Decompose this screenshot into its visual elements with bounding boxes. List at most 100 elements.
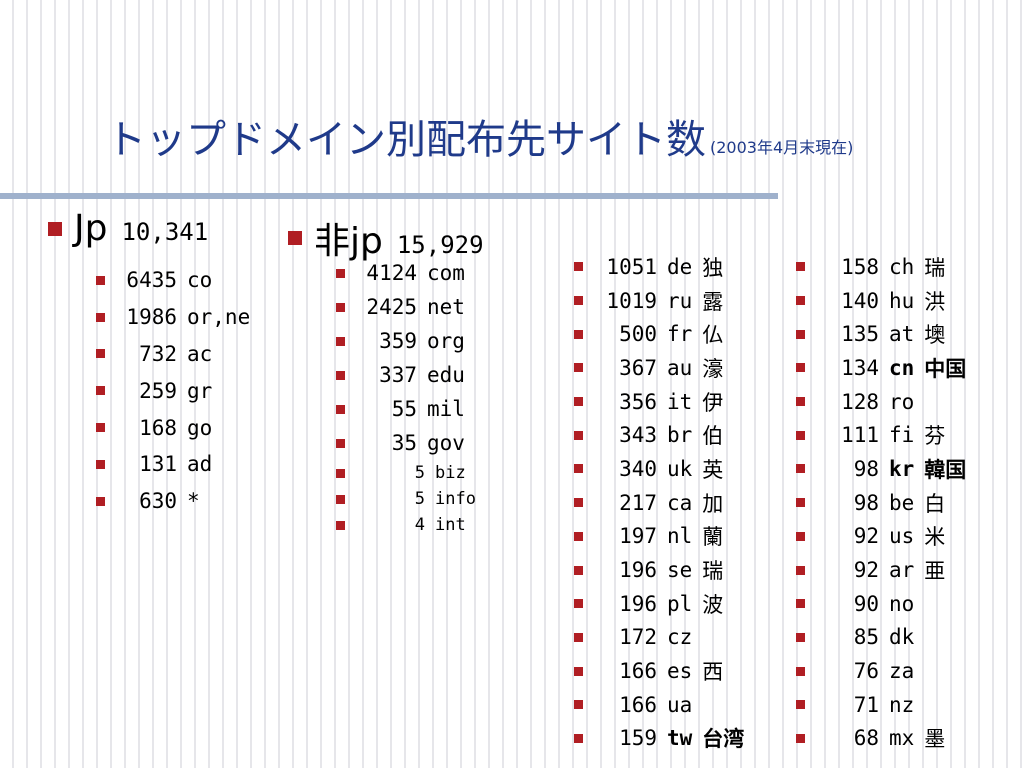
item-country-name: 亜 [924, 559, 946, 584]
item-count: 168 [139, 415, 177, 440]
item-count: 140 [841, 288, 879, 313]
list-item: 367 au 濠 [574, 351, 744, 385]
bullet-square-icon [574, 262, 583, 272]
nonjp-heading: 非jp 15,929 [288, 212, 484, 264]
list-item: 128 ro [796, 385, 966, 419]
item-count: 68 [853, 726, 879, 751]
item-count: 343 [619, 423, 657, 448]
bullet-square-icon [574, 498, 583, 508]
list-item: 92 ar 亜 [796, 553, 966, 587]
item-domain: ca [667, 490, 693, 515]
jp-breakdown-list: 6435 co 1986 or,ne 732 ac 259 gr 168 go 131 ad 630 * [96, 262, 250, 520]
item-count: 4 [414, 515, 425, 535]
item-domain: fr [667, 322, 693, 347]
item-country-name: 伯 [702, 424, 724, 449]
item-count: 732 [139, 341, 177, 366]
list-item: 68 mx 墨 [796, 722, 966, 756]
item-domain: it [667, 389, 693, 414]
item-domain: kr [889, 456, 915, 481]
bullet-square-icon [336, 302, 345, 312]
item-country-name: 伊 [702, 390, 724, 415]
item-count: 111 [841, 423, 879, 448]
bullet-square-icon [336, 370, 345, 380]
bullet-square-icon [796, 666, 805, 676]
bullet-square-icon [574, 565, 583, 575]
bullet-square-icon [796, 363, 805, 373]
item-domain: ro [889, 389, 915, 414]
item-domain: fi [889, 423, 915, 448]
item-country-name: 濠 [702, 356, 724, 381]
item-count: 92 [853, 524, 879, 549]
item-count: 55 [391, 397, 417, 421]
list-item: 197 nl 蘭 [574, 520, 744, 554]
item-domain: se [667, 558, 693, 583]
list-item: 340 uk 英 [574, 452, 744, 486]
item-domain: go [187, 415, 213, 440]
item-domain: ac [187, 341, 213, 366]
item-country-name: 波 [702, 592, 724, 617]
item-domain: ar [889, 558, 915, 583]
list-item: 168 go [96, 409, 250, 446]
item-count: 259 [139, 378, 177, 403]
bullet-square-icon [796, 632, 805, 642]
list-item: 55 mil [336, 392, 465, 426]
item-domain: edu [427, 363, 465, 387]
bullet-square-icon [336, 468, 345, 478]
item-domain: ua [667, 692, 693, 717]
item-country-name: 韓国 [924, 457, 967, 482]
list-item: 71 nz [796, 688, 966, 722]
bullet-square-icon [796, 498, 805, 508]
list-item: 92 us 米 [796, 520, 966, 554]
item-domain: cn [889, 355, 915, 380]
item-count: 98 [853, 456, 879, 481]
list-item: 259 gr [96, 372, 250, 409]
item-count: 131 [139, 452, 177, 477]
item-domain: at [889, 322, 915, 347]
item-country-name: 加 [702, 491, 724, 516]
item-domain: net [427, 295, 465, 319]
item-country-name: 台湾 [702, 727, 745, 752]
country-list-1: 1051 de 独 1019 ru 露 500 fr 仏 367 au 濠 356 it 伊 343 br 伯 34… [574, 250, 744, 755]
title-main: トップドメイン別配布先サイト数 [106, 117, 706, 163]
item-count: 85 [853, 625, 879, 650]
bullet-square-icon [574, 397, 583, 407]
item-domain: * [187, 489, 200, 514]
item-domain: mx [889, 726, 915, 751]
bullet-square-icon [96, 312, 105, 322]
jp-count: 10,341 [121, 218, 209, 246]
list-item: 4 int [336, 512, 476, 538]
item-domain: de [667, 254, 693, 279]
list-item: 172 cz [574, 621, 744, 655]
bullet-square-icon [336, 336, 345, 346]
item-count: 2425 [366, 295, 417, 319]
item-country-name: 米 [924, 525, 946, 550]
item-count: 196 [619, 591, 657, 616]
list-item: 158 ch 瑞 [796, 250, 966, 284]
item-count: 196 [619, 558, 657, 583]
item-count: 172 [619, 625, 657, 650]
bullet-square-icon [336, 268, 345, 278]
list-item: 98 kr 韓国 [796, 452, 966, 486]
list-item: 76 za [796, 654, 966, 688]
item-country-name: 瑞 [924, 255, 946, 280]
item-country-name: 瑞 [702, 559, 724, 584]
list-item: 90 no [796, 587, 966, 621]
list-item: 1019 ru 露 [574, 284, 744, 318]
item-domain: cz [667, 625, 693, 650]
item-domain: or,ne [187, 305, 251, 330]
bullet-square-icon [574, 632, 583, 642]
item-domain: co [187, 268, 213, 293]
bullet-square-icon [796, 262, 805, 272]
bullet-square-icon [796, 531, 805, 541]
item-count: 197 [619, 524, 657, 549]
item-country-name: 中国 [924, 356, 967, 381]
bullet-square-icon [574, 700, 583, 710]
item-count: 159 [619, 726, 657, 751]
list-item: 1986 or,ne [96, 299, 250, 336]
list-item: 5 biz [336, 460, 476, 486]
item-count: 135 [841, 322, 879, 347]
nonjp-minor-list: 5 biz 5 info 4 int [336, 460, 476, 538]
bullet-square-icon [796, 464, 805, 474]
bullet-square-icon [796, 296, 805, 306]
list-item: 140 hu 洪 [796, 284, 966, 318]
